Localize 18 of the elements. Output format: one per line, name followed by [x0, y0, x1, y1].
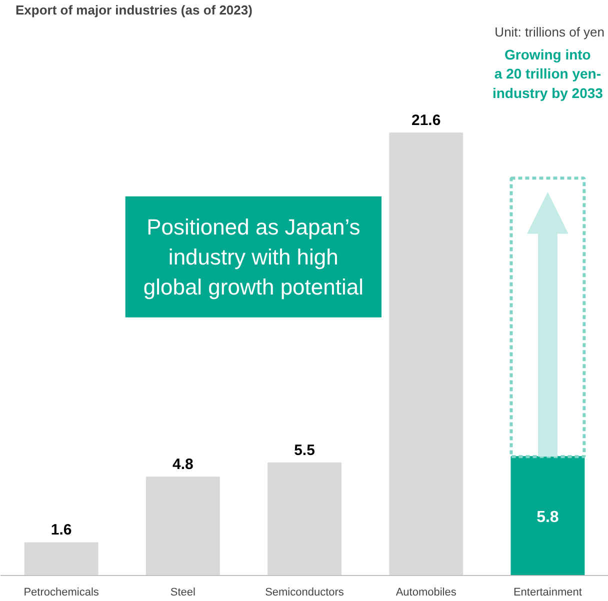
- text: Growing into a 20 trillion yen- industry by 2033: [492, 46, 604, 101]
- data-label: 4.8: [172, 456, 194, 474]
- data-label: 21.6: [412, 112, 441, 129]
- annotation: Positioned as Japan’s industry with high global growth potential: [143, 214, 364, 300]
- data-label: 5.5: [294, 442, 315, 459]
- bar: [146, 476, 220, 576]
- x-tick-label: Semiconductors: [265, 586, 344, 598]
- data-label: 1.6: [50, 522, 72, 539]
- x-tick-label: Automobiles: [396, 586, 457, 598]
- chart-title: Export of major industries (as of 2023): [16, 2, 252, 18]
- data-label: 5.8: [536, 509, 559, 526]
- x-tick-label: Petrochemicals: [24, 586, 100, 598]
- bar: [268, 462, 342, 576]
- x-tick-label: Entertainment: [513, 586, 582, 598]
- bar: [389, 132, 464, 576]
- x-tick-label: Steel: [170, 586, 196, 598]
- bar: [24, 542, 98, 576]
- text: Unit: trillions of yen: [494, 24, 605, 40]
